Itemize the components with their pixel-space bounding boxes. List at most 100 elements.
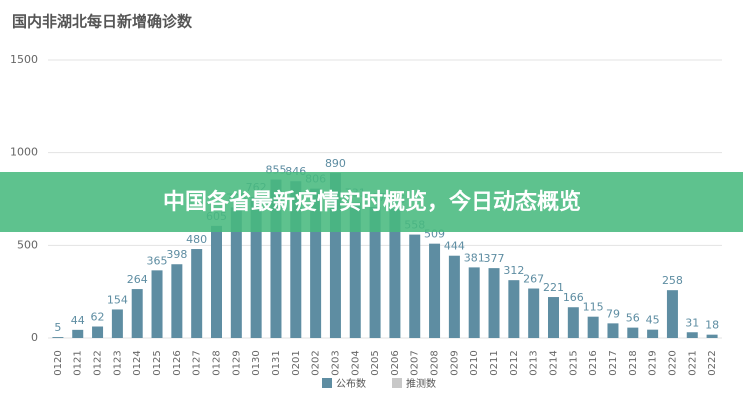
bar <box>191 249 203 338</box>
x-tick-label: 0212 <box>509 350 520 375</box>
value-label: 56 <box>626 312 640 325</box>
value-label: 166 <box>563 291 584 304</box>
x-tick-label: 0122 <box>93 350 104 375</box>
x-tick-label: 0130 <box>251 350 262 375</box>
x-tick-label: 0208 <box>430 350 441 375</box>
x-tick-label: 0215 <box>568 350 579 375</box>
bar <box>72 329 84 338</box>
legend-label: 公布数 <box>336 377 366 390</box>
bar <box>488 268 500 338</box>
bar <box>587 316 599 338</box>
x-tick-label: 0218 <box>628 350 639 375</box>
bar <box>310 188 322 338</box>
value-label: 890 <box>325 157 346 170</box>
bar <box>349 202 361 338</box>
bar <box>230 207 242 338</box>
x-tick-label: 0204 <box>350 350 361 375</box>
banner <box>0 172 743 232</box>
value-label: 258 <box>662 274 683 287</box>
value-label: 377 <box>484 252 505 265</box>
x-tick-label: 0214 <box>549 350 560 375</box>
value-label: 221 <box>543 281 564 294</box>
x-tick-label: 0205 <box>370 350 381 375</box>
value-label: 45 <box>646 314 660 327</box>
value-label: 5 <box>54 321 61 334</box>
x-tick-label: 0201 <box>291 350 302 375</box>
bar <box>409 234 421 338</box>
bar <box>92 326 104 338</box>
bar <box>468 267 480 338</box>
bar <box>686 332 698 338</box>
bar <box>52 337 64 338</box>
value-label: 18 <box>705 319 719 332</box>
bar <box>627 327 639 338</box>
value-label: 381 <box>464 251 485 264</box>
bar <box>666 290 678 338</box>
bar <box>270 179 282 338</box>
x-tick-label: 0203 <box>330 350 341 375</box>
bar <box>369 206 381 338</box>
bar <box>329 173 341 338</box>
x-tick-label: 0128 <box>212 350 223 375</box>
bar <box>448 255 460 338</box>
value-label: 154 <box>107 293 128 306</box>
x-tick-label: 0202 <box>311 350 322 375</box>
bar <box>389 209 401 338</box>
bar <box>706 334 718 338</box>
bar <box>171 264 183 338</box>
value-label: 398 <box>166 248 187 261</box>
x-tick-label: 0206 <box>390 350 401 375</box>
x-tick-label: 0219 <box>648 350 659 375</box>
bar <box>607 323 619 338</box>
y-tick-label: 0 <box>31 331 38 344</box>
x-tick-label: 0209 <box>449 350 460 375</box>
x-tick-label: 0131 <box>271 350 282 375</box>
bar <box>647 329 659 338</box>
x-tick-label: 0207 <box>410 350 421 375</box>
bar <box>528 288 540 338</box>
x-tick-label: 0217 <box>608 350 619 375</box>
chart-title: 国内非湖北每日新增确诊数 <box>12 13 193 31</box>
x-tick-label: 0129 <box>231 350 242 375</box>
bar <box>250 196 262 338</box>
value-label: 312 <box>503 264 524 277</box>
legend-swatch <box>392 378 402 388</box>
bar <box>508 280 520 338</box>
x-tick-label: 0213 <box>529 350 540 375</box>
x-tick-label: 0126 <box>172 350 183 375</box>
value-label: 444 <box>444 240 465 253</box>
value-label: 365 <box>147 254 168 267</box>
bar <box>548 297 559 338</box>
value-label: 62 <box>91 311 105 324</box>
x-tick-label: 0210 <box>469 350 480 375</box>
banner-text: 中国各省最新疫情实时概览，今日动态概览 <box>163 189 581 215</box>
value-label: 267 <box>523 273 544 286</box>
bar <box>567 307 579 338</box>
value-label: 79 <box>606 307 620 320</box>
value-label: 115 <box>583 301 604 314</box>
x-tick-label: 0220 <box>667 350 678 375</box>
x-tick-label: 0127 <box>192 350 203 375</box>
legend-label: 推测数 <box>406 377 436 390</box>
y-tick-label: 1000 <box>10 146 38 159</box>
x-tick-label: 0216 <box>588 350 599 375</box>
value-label: 264 <box>127 273 148 286</box>
x-tick-label: 0221 <box>687 350 698 375</box>
y-tick-label: 500 <box>17 238 38 251</box>
value-label: 44 <box>71 314 85 327</box>
x-tick-label: 0222 <box>707 350 718 375</box>
bar <box>290 181 302 338</box>
bar <box>131 289 143 338</box>
value-label: 480 <box>186 233 207 246</box>
y-tick-label: 1500 <box>10 53 38 66</box>
value-label: 31 <box>685 316 699 329</box>
bar <box>111 309 123 338</box>
bar <box>211 225 222 338</box>
x-tick-label: 0125 <box>152 350 163 375</box>
x-tick-label: 0121 <box>73 350 84 375</box>
x-tick-label: 0124 <box>132 350 143 375</box>
legend-swatch <box>322 378 332 388</box>
x-tick-label: 0123 <box>112 350 123 375</box>
bar <box>151 270 163 338</box>
